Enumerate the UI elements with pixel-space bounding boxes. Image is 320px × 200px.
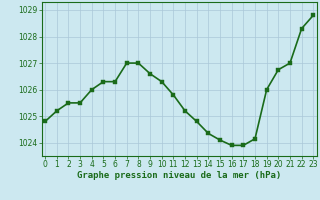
X-axis label: Graphe pression niveau de la mer (hPa): Graphe pression niveau de la mer (hPa): [77, 171, 281, 180]
